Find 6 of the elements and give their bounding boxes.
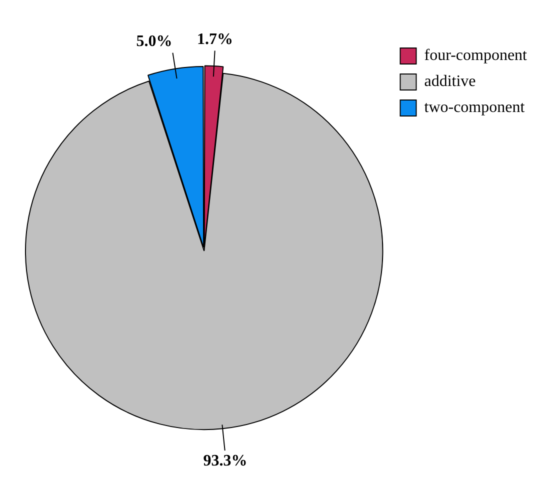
legend-label: four-component [424,47,528,64]
data-label: 1.7% [196,30,233,48]
data-label: 93.3% [203,452,248,470]
legend-label: two-component [424,99,526,116]
legend-label: additive [424,73,476,90]
data-label: 5.0% [136,33,172,50]
